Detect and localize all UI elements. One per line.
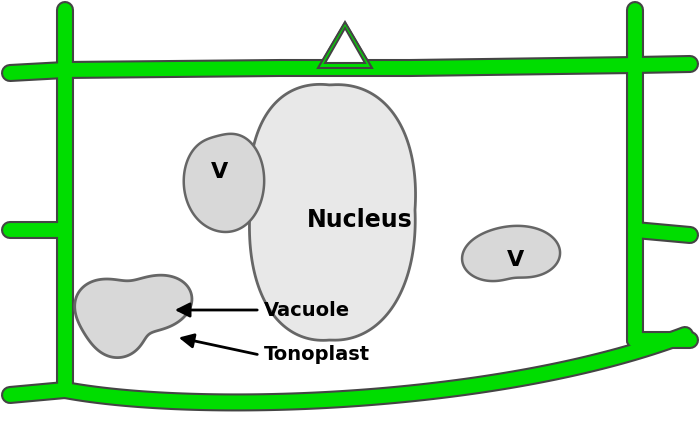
Polygon shape <box>325 28 365 63</box>
Polygon shape <box>183 134 264 232</box>
Text: Nucleus: Nucleus <box>307 208 413 232</box>
Polygon shape <box>318 22 372 68</box>
Polygon shape <box>318 22 372 68</box>
Text: Vacuole: Vacuole <box>264 301 350 319</box>
Text: V: V <box>508 250 524 270</box>
Polygon shape <box>462 226 560 281</box>
Text: V: V <box>211 162 229 182</box>
Polygon shape <box>75 275 192 358</box>
Polygon shape <box>249 84 416 341</box>
Text: Tonoplast: Tonoplast <box>264 345 370 364</box>
